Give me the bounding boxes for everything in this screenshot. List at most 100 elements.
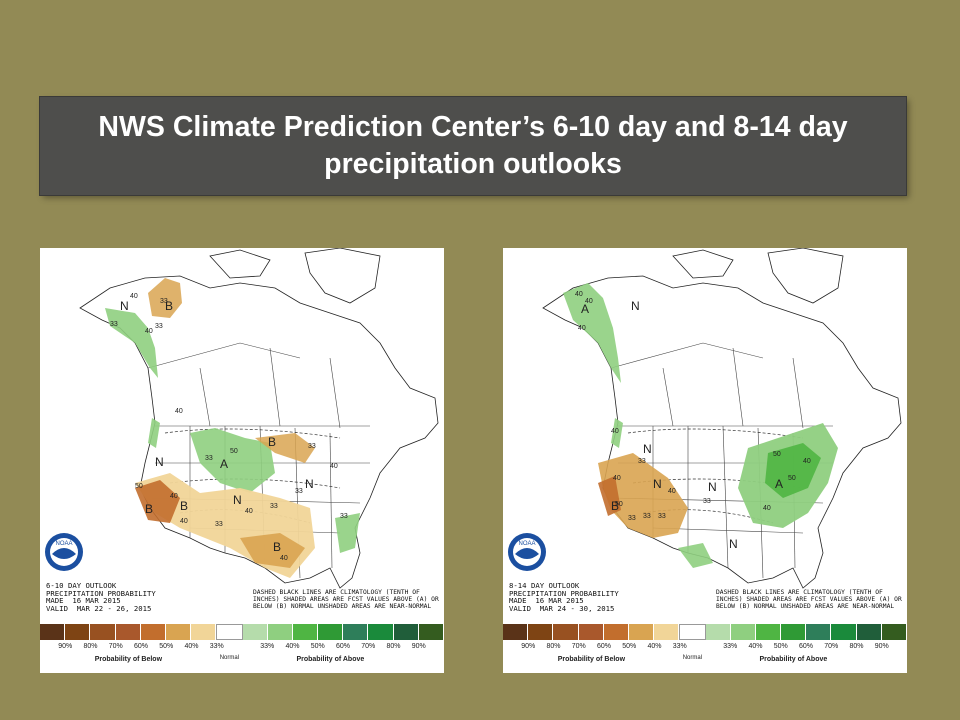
- noaa-logo-text: NOAA: [518, 541, 535, 547]
- outlook-map-6-10-day: B N A B N B N B N B 40 33 33 40 33 40 33 50 50 40…: [40, 248, 444, 673]
- legend-tick: 90%: [58, 643, 73, 650]
- greenland: [767, 248, 844, 304]
- above-area-florida: [335, 513, 360, 553]
- legend-caption: Probability of Below: [557, 656, 626, 663]
- legend-tick: 50%: [159, 643, 174, 650]
- contour-value-label: 40: [803, 458, 811, 465]
- below-area-california: [135, 480, 180, 523]
- legend-swatch: [65, 624, 91, 640]
- legend-tick: 40%: [647, 643, 662, 650]
- legend-swatch: [216, 624, 243, 640]
- legend-swatch: [140, 624, 166, 640]
- forecast-shading: [105, 278, 360, 578]
- contour-value-label: 33: [270, 503, 278, 510]
- legend-tick: 60%: [335, 643, 351, 650]
- legend-tick: 60%: [133, 643, 149, 650]
- contour-value-label: 40: [245, 508, 253, 515]
- legend-swatch: [242, 624, 268, 640]
- contour-value-label: 33: [215, 521, 223, 528]
- contour-value-label: 40: [170, 493, 178, 500]
- map-label-n-alaska: N: [631, 299, 640, 313]
- outlook-line: PRECIPITATION PROBABILITY: [509, 588, 619, 598]
- map-label-n-alaska: N: [120, 299, 129, 313]
- outlook-line: MADE 16 MAR 2015: [509, 596, 584, 606]
- legend-tick: 90%: [874, 643, 889, 650]
- legend-tick: 80%: [386, 643, 401, 650]
- above-area-west-coast: [148, 418, 160, 448]
- outlook-line: 8-14 DAY OUTLOOK: [509, 581, 580, 590]
- legend-swatch: [418, 624, 444, 640]
- contour-value-label: 33: [295, 488, 303, 495]
- contour-value-label: 50: [230, 448, 238, 455]
- contour-value-label: 50: [615, 501, 623, 508]
- contour-value-label: 33: [638, 458, 646, 465]
- map-label-n-southeast: N: [729, 537, 738, 551]
- arctic-islands: [672, 249, 734, 279]
- map-label-b-southwest-2: B: [180, 499, 188, 513]
- map-label-a-alaska: A: [581, 302, 589, 316]
- legend-caption: Probability of Above: [296, 656, 365, 663]
- legend-swatch: [881, 624, 907, 640]
- legend-swatch: [679, 624, 706, 640]
- below-area-texas: [240, 533, 305, 568]
- map-label-b-alaska: B: [165, 299, 173, 313]
- legend-tick-labels: 90% 80% 70% 60% 50% 40% 33% 33% 40% 50% 60% 70% 80% 9…: [40, 643, 444, 653]
- legend-swatch: [40, 624, 66, 640]
- noaa-logo-text: NOAA: [55, 541, 72, 547]
- legend-tick-labels: 90% 80% 70% 60% 50% 40% 33% 33% 40% 50% 60% 70% 80% 9…: [503, 643, 907, 653]
- contour-value-label: 33: [628, 515, 636, 522]
- probability-legend-bar: [503, 624, 907, 640]
- contour-value-label: 40: [668, 488, 676, 495]
- contour-value-label: 40: [280, 555, 288, 562]
- legend-tick: 40%: [184, 643, 199, 650]
- legend-tick: 50%: [310, 643, 325, 650]
- legend-swatch: [578, 624, 604, 640]
- contour-value-label: 40: [611, 428, 619, 435]
- legend-tick: 60%: [798, 643, 814, 650]
- map-label-n-central-2: N: [653, 477, 662, 491]
- legend-tick: 33%: [672, 643, 687, 650]
- contour-value-label: 33: [155, 323, 163, 330]
- contour-value-label: 33: [658, 513, 666, 520]
- legend-captions: Probability of Below Normal Probability of…: [503, 655, 907, 668]
- contour-value-label: 33: [110, 321, 118, 328]
- legend-swatch: [781, 624, 807, 640]
- legend-swatch: [705, 624, 731, 640]
- legend-swatch: [165, 624, 192, 640]
- contour-value-label: 40: [180, 518, 188, 525]
- map-label-a-plains: A: [220, 457, 228, 471]
- legend-swatch: [318, 624, 344, 640]
- map-label-n-central: N: [708, 480, 717, 494]
- legend-swatch: [503, 624, 529, 640]
- contour-value-label: 33: [308, 443, 316, 450]
- map-label-n-west: N: [155, 455, 164, 469]
- legend-tick: 50%: [622, 643, 637, 650]
- legend-swatch: [528, 624, 554, 640]
- contour-value-label: 40: [585, 298, 593, 305]
- legend-tick: 80%: [546, 643, 561, 650]
- contour-value-label: 33: [643, 513, 651, 520]
- legend-swatch: [730, 624, 756, 640]
- greenland: [304, 248, 381, 304]
- contour-value-label: 40: [578, 325, 586, 332]
- map-label-n-east: N: [305, 477, 314, 491]
- legend-swatch: [368, 624, 394, 640]
- legend-tick: 70%: [824, 643, 839, 650]
- below-area-california: [598, 476, 621, 516]
- climatology-note-8-14: DASHED BLACK LINES ARE CLIMATOLOGY (TENT…: [716, 589, 902, 610]
- legend-captions: Probability of Below Normal Probability of…: [40, 655, 444, 668]
- legend-swatch: [267, 624, 293, 640]
- legend-swatch: [755, 624, 782, 640]
- legend-swatch: [553, 624, 579, 640]
- above-area-plains: [190, 428, 275, 493]
- above-area-northwest-coast: [105, 308, 158, 378]
- legend-tick: 33%: [260, 643, 275, 650]
- probability-legend-bar: [40, 624, 444, 640]
- legend-swatch: [806, 624, 832, 640]
- legend-swatch: [343, 624, 369, 640]
- legend-tick: 80%: [83, 643, 98, 650]
- legend-swatch: [831, 624, 857, 640]
- outlook-line: VALID MAR 22 - 26, 2015: [46, 603, 152, 613]
